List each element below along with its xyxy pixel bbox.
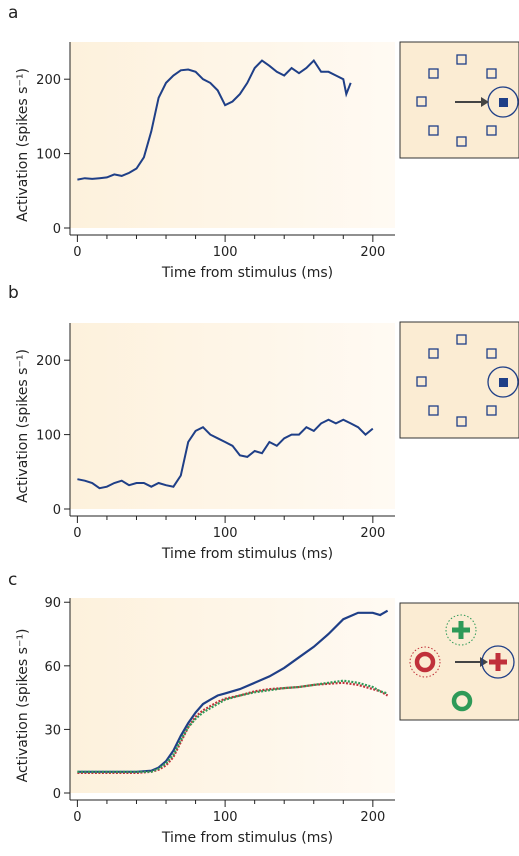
- y-axis-label: Activation (spikes s⁻¹): [15, 349, 31, 503]
- data-line: [77, 418, 374, 490]
- y-axis-label: Activation (spikes s⁻¹): [15, 68, 31, 222]
- x-tick-label: 0: [73, 245, 81, 260]
- plot-background: [70, 598, 395, 793]
- x-axis-label: Time from stimulus (ms): [161, 830, 333, 846]
- x-tick-label: 100: [213, 810, 238, 825]
- y-tick-label: 0: [53, 503, 61, 518]
- x-tick-label: 200: [360, 245, 385, 260]
- x-tick-label: 200: [360, 526, 385, 541]
- x-tick-label: 100: [213, 245, 238, 260]
- y-tick-label: 100: [36, 429, 61, 444]
- y-tick-label: 0: [53, 222, 61, 237]
- plot-background: [70, 323, 395, 509]
- panel-label: a: [8, 3, 18, 23]
- y-tick-label: 60: [44, 660, 61, 675]
- data-line: [77, 59, 352, 181]
- plot-background: [70, 42, 395, 228]
- y-tick-label: 0: [53, 787, 61, 802]
- inset-a: [399, 41, 519, 159]
- panel-label: c: [8, 570, 17, 590]
- y-tick-label: 30: [44, 723, 61, 738]
- inset-c: [399, 602, 519, 721]
- x-tick-label: 200: [360, 810, 385, 825]
- x-axis-label: Time from stimulus (ms): [161, 265, 333, 281]
- data-line: [77, 679, 388, 773]
- y-tick-label: 100: [36, 148, 61, 163]
- x-tick-label: 100: [213, 526, 238, 541]
- panel-label: b: [8, 283, 19, 303]
- y-tick-label: 200: [36, 354, 61, 369]
- x-tick-label: 0: [73, 810, 81, 825]
- y-axis-label: Activation (spikes s⁻¹): [15, 629, 31, 783]
- y-tick-label: 90: [44, 596, 61, 611]
- x-axis-label: Time from stimulus (ms): [161, 546, 333, 562]
- x-tick-label: 0: [73, 526, 81, 541]
- inset-b: [399, 321, 519, 439]
- y-tick-label: 200: [36, 73, 61, 88]
